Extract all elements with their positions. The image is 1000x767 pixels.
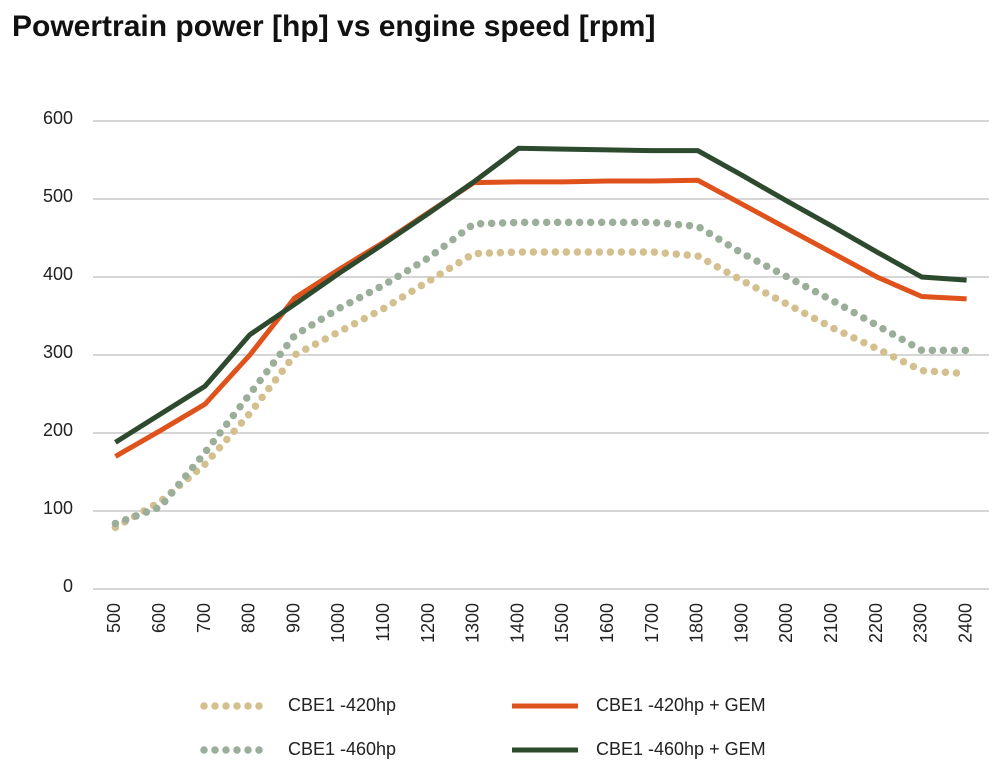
x-tick-label: 1400 <box>507 603 527 643</box>
y-tick-label: 600 <box>43 108 73 128</box>
x-tick-label: 2300 <box>911 603 931 643</box>
x-tick-label: 1600 <box>597 603 617 643</box>
x-tick-label: 500 <box>104 603 124 633</box>
series-line <box>114 177 967 459</box>
x-tick-label: 1300 <box>463 603 483 643</box>
x-tick-label: 1900 <box>731 603 751 643</box>
y-tick-label: 100 <box>43 498 73 518</box>
y-tick-label: 300 <box>43 342 73 362</box>
y-tick-label: 500 <box>43 186 73 206</box>
x-tick-label: 800 <box>239 603 259 633</box>
x-tick-label: 1800 <box>687 603 707 643</box>
chart-title: Powertrain power [hp] vs engine speed [r… <box>12 10 655 43</box>
series-line <box>114 145 967 445</box>
x-tick-label: 2400 <box>955 603 975 643</box>
series-line <box>111 218 971 528</box>
y-tick-label: 200 <box>43 420 73 440</box>
x-tick-label: 2200 <box>866 603 886 643</box>
legend-label: CBE1 -420hp + GEM <box>596 695 766 715</box>
x-tick-label: 2000 <box>776 603 796 643</box>
legend-label: CBE1 -460hp <box>288 739 396 759</box>
x-tick-label: 1200 <box>418 603 438 643</box>
y-tick-label: 0 <box>63 576 73 596</box>
x-tick-label: 1700 <box>642 603 662 643</box>
legend-label: CBE1 -420hp <box>288 695 396 715</box>
y-tick-label: 400 <box>43 264 73 284</box>
x-tick-label: 1500 <box>552 603 572 643</box>
x-tick-label: 2100 <box>821 603 841 643</box>
legend-label: CBE1 -460hp + GEM <box>596 739 766 759</box>
series-line <box>111 248 971 532</box>
x-tick-label: 600 <box>149 603 169 633</box>
x-tick-label: 1000 <box>328 603 348 643</box>
x-tick-label: 700 <box>194 603 214 633</box>
x-tick-label: 900 <box>283 603 303 633</box>
x-tick-label: 1100 <box>373 603 393 642</box>
